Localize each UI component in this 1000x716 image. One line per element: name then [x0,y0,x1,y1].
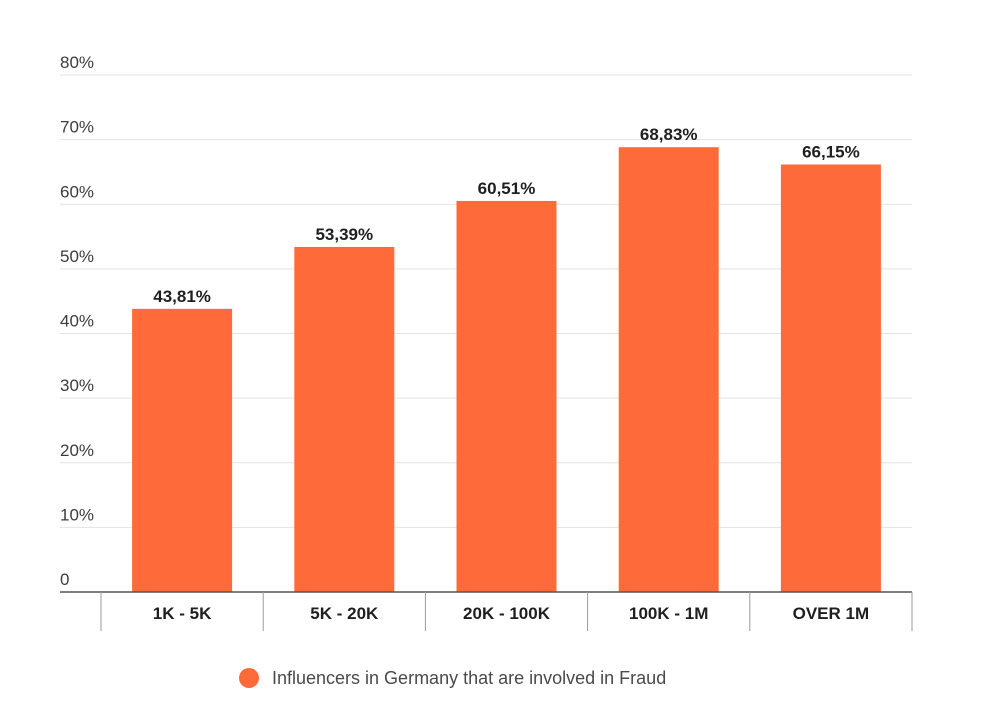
x-tick-label: 20K - 100K [463,604,551,623]
y-tick-label: 0 [60,570,69,589]
y-tick-label: 80% [60,53,94,72]
y-tick-label: 30% [60,376,94,395]
x-tick-label: 100K - 1M [629,604,708,623]
x-tick-label: 5K - 20K [310,604,379,623]
y-tick-label: 40% [60,312,94,331]
y-tick-label: 10% [60,505,94,524]
y-tick-label: 70% [60,118,94,137]
y-axis-ticks: 0 10% 20% 30% 40% 50% 60% 70% 80% [60,53,94,589]
x-axis: 1K - 5K 5K - 20K 20K - 100K 100K - 1M OVER 1… [60,591,913,631]
x-tick-label: 1K - 5K [153,604,212,623]
bars [132,147,881,593]
y-tick-label: 20% [60,441,94,460]
y-tick-label: 50% [60,247,94,266]
data-label: 53,39% [315,225,373,244]
legend-label: Influencers in Germany that are involved… [272,668,666,688]
bar [456,200,557,592]
bar [780,164,881,593]
legend-swatch [239,668,259,688]
bar [294,246,395,593]
x-tick-label: OVER 1M [793,604,870,623]
data-label: 68,83% [640,125,698,144]
bar [618,147,719,592]
data-label: 43,81% [153,287,211,306]
data-labels: 43,81% 53,39% 60,51% 68,83% 66,15% [153,125,859,306]
legend: Influencers in Germany that are involved… [239,668,666,688]
y-tick-label: 60% [60,182,94,201]
bar [132,308,233,592]
data-label: 60,51% [478,179,536,198]
data-label: 66,15% [802,143,860,162]
